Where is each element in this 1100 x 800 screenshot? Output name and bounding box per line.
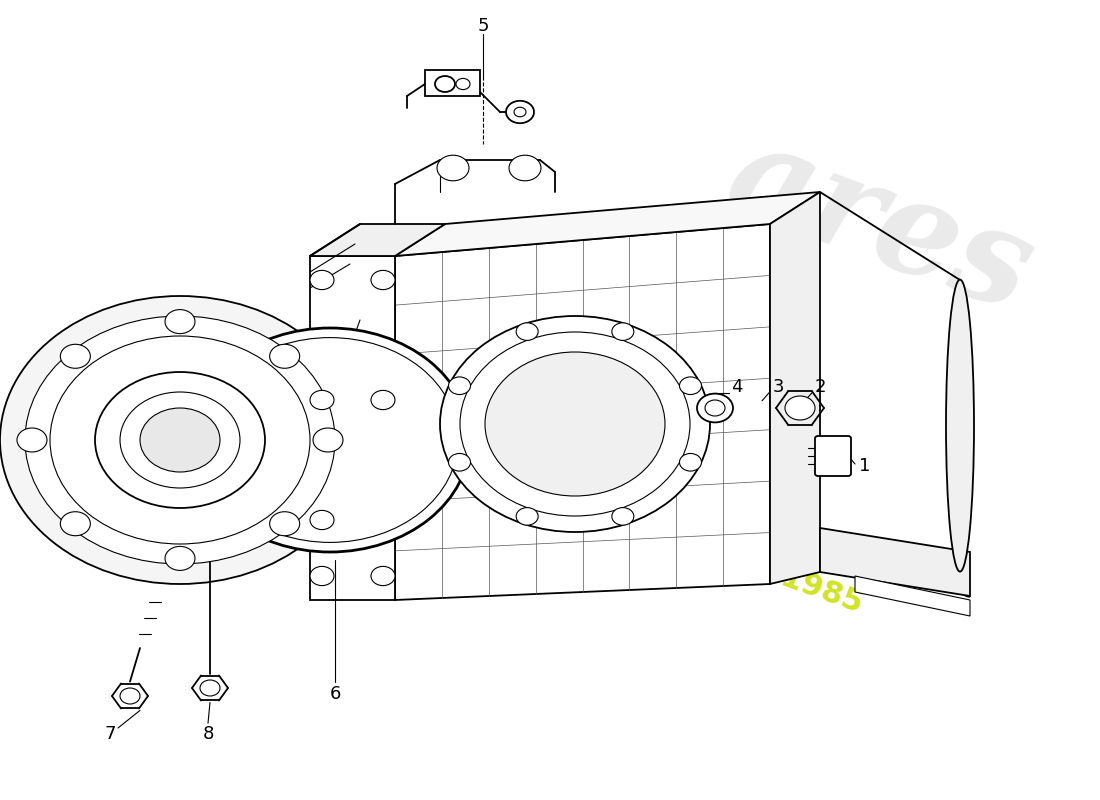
- Circle shape: [437, 155, 469, 181]
- Circle shape: [612, 507, 634, 525]
- Circle shape: [612, 323, 634, 341]
- Circle shape: [60, 512, 90, 536]
- Text: 5: 5: [477, 17, 488, 34]
- Circle shape: [165, 310, 195, 334]
- Bar: [425, 70, 480, 96]
- Circle shape: [516, 323, 538, 341]
- Text: a passion
for parts: a passion for parts: [557, 455, 683, 537]
- Circle shape: [25, 316, 336, 564]
- Circle shape: [270, 512, 299, 536]
- Polygon shape: [855, 576, 970, 616]
- Circle shape: [514, 107, 526, 117]
- Circle shape: [449, 377, 471, 394]
- Text: 1: 1: [859, 457, 871, 474]
- Circle shape: [680, 454, 702, 471]
- Text: 7: 7: [104, 726, 116, 743]
- Circle shape: [202, 338, 458, 542]
- Circle shape: [120, 392, 240, 488]
- Circle shape: [506, 101, 534, 123]
- Circle shape: [456, 78, 470, 90]
- Circle shape: [310, 566, 334, 586]
- Circle shape: [310, 510, 334, 530]
- Text: 8: 8: [202, 726, 213, 743]
- Circle shape: [460, 332, 690, 516]
- Circle shape: [509, 155, 541, 181]
- Circle shape: [165, 546, 195, 570]
- Polygon shape: [770, 192, 820, 584]
- Circle shape: [440, 316, 710, 532]
- Circle shape: [434, 76, 455, 92]
- Circle shape: [371, 390, 395, 410]
- Circle shape: [314, 428, 343, 452]
- Text: 4: 4: [732, 378, 742, 396]
- Circle shape: [516, 507, 538, 525]
- Text: 6: 6: [329, 685, 341, 702]
- Circle shape: [485, 352, 666, 496]
- Text: since1985: since1985: [693, 533, 867, 619]
- Circle shape: [697, 394, 733, 422]
- Text: ares: ares: [711, 110, 1049, 338]
- Circle shape: [310, 270, 334, 290]
- Circle shape: [680, 377, 702, 394]
- Circle shape: [310, 390, 334, 410]
- FancyBboxPatch shape: [815, 436, 851, 476]
- Polygon shape: [310, 224, 446, 256]
- Circle shape: [785, 396, 815, 420]
- Polygon shape: [310, 256, 395, 600]
- Circle shape: [140, 408, 220, 472]
- Circle shape: [270, 344, 299, 368]
- Polygon shape: [395, 224, 770, 600]
- Circle shape: [200, 680, 220, 696]
- Circle shape: [95, 372, 265, 508]
- Polygon shape: [820, 528, 970, 596]
- Text: 3: 3: [772, 378, 783, 396]
- Circle shape: [60, 344, 90, 368]
- Ellipse shape: [946, 279, 974, 571]
- Polygon shape: [395, 192, 820, 256]
- Circle shape: [371, 566, 395, 586]
- Text: 2: 2: [814, 378, 826, 396]
- Circle shape: [50, 336, 310, 544]
- Circle shape: [371, 270, 395, 290]
- Circle shape: [0, 296, 360, 584]
- Circle shape: [16, 428, 47, 452]
- Circle shape: [190, 328, 470, 552]
- Circle shape: [705, 400, 725, 416]
- Circle shape: [120, 688, 140, 704]
- Circle shape: [449, 454, 471, 471]
